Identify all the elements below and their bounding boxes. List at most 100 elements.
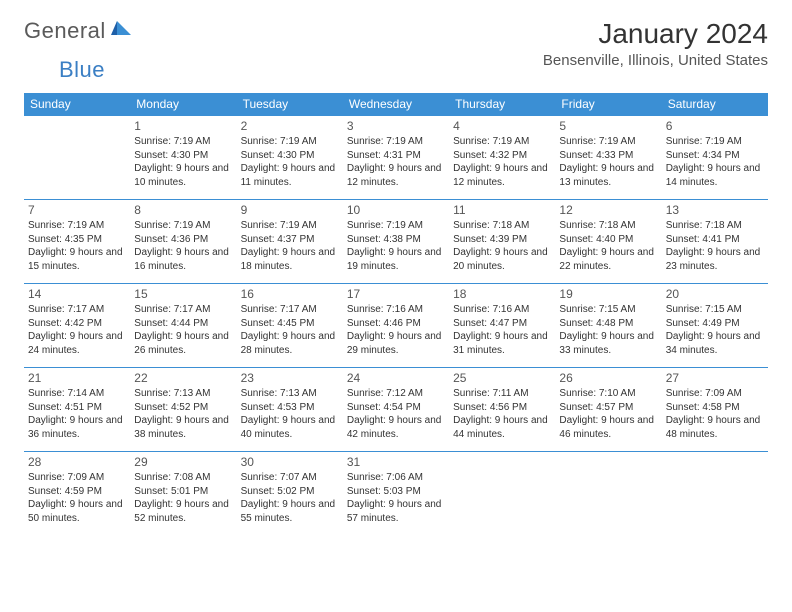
calendar-cell: 17Sunrise: 7:16 AMSunset: 4:46 PMDayligh… xyxy=(343,284,449,368)
calendar-cell: 30 Sunrise: 7:07 AMSunset: 5:02 PMDayligh… xyxy=(237,452,343,536)
day-number: 10 xyxy=(347,203,445,217)
day-header-row: SundayMondayTuesdayWednesdayThursdayFrid… xyxy=(24,93,768,116)
calendar-cell: 9 Sunrise: 7:19 AMSunset: 4:37 PMDaylight… xyxy=(237,200,343,284)
day-info: Sunrise: 7:18 AMSunset: 4:40 PMDaylight:… xyxy=(559,219,657,273)
calendar-cell: 7 Sunrise: 7:19 AMSunset: 4:35 PMDaylight… xyxy=(24,200,130,284)
calendar-cell: 11 Sunrise: 7:18 AMSunset: 4:39 PMDayligh… xyxy=(449,200,555,284)
calendar-cell: 2 Sunrise: 7:19 AMSunset: 4:30 PMDaylight… xyxy=(237,116,343,200)
calendar-cell: 14 Sunrise: 7:17 AMSunset: 4:42 PMDayligh… xyxy=(24,284,130,368)
calendar-cell: 29 Sunrise: 7:08 AMSunset: 5:01 PMDayligh… xyxy=(130,452,236,536)
day-info: Sunrise: 7:16 AMSunset: 4:47 PMDaylight:… xyxy=(453,303,551,357)
calendar-cell: 18Sunrise: 7:16 AMSunset: 4:47 PMDayligh… xyxy=(449,284,555,368)
day-info: Sunrise: 7:10 AMSunset: 4:57 PMDaylight:… xyxy=(559,387,657,441)
day-info: Sunrise: 7:06 AMSunset: 5:03 PMDaylight:… xyxy=(347,471,445,525)
day-info: Sunrise: 7:11 AMSunset: 4:56 PMDaylight:… xyxy=(453,387,551,441)
day-info: Sunrise: 7:19 AMSunset: 4:37 PMDaylight:… xyxy=(241,219,339,273)
day-header-thursday: Thursday xyxy=(449,93,555,116)
day-info: Sunrise: 7:19 AMSunset: 4:30 PMDaylight:… xyxy=(134,135,232,189)
day-info: Sunrise: 7:09 AMSunset: 4:58 PMDaylight:… xyxy=(666,387,764,441)
logo-text-1: General xyxy=(24,18,106,44)
day-info: Sunrise: 7:18 AMSunset: 4:41 PMDaylight:… xyxy=(666,219,764,273)
day-header-tuesday: Tuesday xyxy=(237,93,343,116)
location: Bensenville, Illinois, United States xyxy=(543,52,768,69)
day-number: 31 xyxy=(347,455,445,469)
day-info: Sunrise: 7:13 AMSunset: 4:53 PMDaylight:… xyxy=(241,387,339,441)
day-info: Sunrise: 7:14 AMSunset: 4:51 PMDaylight:… xyxy=(28,387,126,441)
day-info: Sunrise: 7:19 AMSunset: 4:31 PMDaylight:… xyxy=(347,135,445,189)
day-number: 14 xyxy=(28,287,126,301)
calendar-table: SundayMondayTuesdayWednesdayThursdayFrid… xyxy=(24,93,768,536)
calendar-cell: 28 Sunrise: 7:09 AMSunset: 4:59 PMDayligh… xyxy=(24,452,130,536)
calendar-row: 7 Sunrise: 7:19 AMSunset: 4:35 PMDaylight… xyxy=(24,200,768,284)
day-info: Sunrise: 7:15 AMSunset: 4:49 PMDaylight:… xyxy=(666,303,764,357)
day-number: 29 xyxy=(134,455,232,469)
title-block: January 2024 Bensenville, Illinois, Unit… xyxy=(543,18,768,77)
calendar-cell: 12 Sunrise: 7:18 AMSunset: 4:40 PMDayligh… xyxy=(555,200,661,284)
day-info: Sunrise: 7:07 AMSunset: 5:02 PMDaylight:… xyxy=(241,471,339,525)
day-info: Sunrise: 7:08 AMSunset: 5:01 PMDaylight:… xyxy=(134,471,232,525)
calendar-cell: 20Sunrise: 7:15 AMSunset: 4:49 PMDayligh… xyxy=(662,284,768,368)
day-number: 30 xyxy=(241,455,339,469)
calendar-cell: 24Sunrise: 7:12 AMSunset: 4:54 PMDayligh… xyxy=(343,368,449,452)
day-number: 16 xyxy=(241,287,339,301)
day-info: Sunrise: 7:19 AMSunset: 4:32 PMDaylight:… xyxy=(453,135,551,189)
day-number: 7 xyxy=(28,203,126,217)
calendar-cell: 26 Sunrise: 7:10 AMSunset: 4:57 PMDayligh… xyxy=(555,368,661,452)
day-number: 5 xyxy=(559,119,657,133)
day-number: 19 xyxy=(559,287,657,301)
calendar-cell: 16Sunrise: 7:17 AMSunset: 4:45 PMDayligh… xyxy=(237,284,343,368)
day-number: 23 xyxy=(241,371,339,385)
day-number: 12 xyxy=(559,203,657,217)
day-number: 25 xyxy=(453,371,551,385)
day-number: 8 xyxy=(134,203,232,217)
day-number: 21 xyxy=(28,371,126,385)
day-info: Sunrise: 7:19 AMSunset: 4:33 PMDaylight:… xyxy=(559,135,657,189)
calendar-cell: 4Sunrise: 7:19 AMSunset: 4:32 PMDaylight… xyxy=(449,116,555,200)
day-number: 26 xyxy=(559,371,657,385)
calendar-row: 1 Sunrise: 7:19 AMSunset: 4:30 PMDaylight… xyxy=(24,116,768,200)
day-header-monday: Monday xyxy=(130,93,236,116)
day-number: 27 xyxy=(666,371,764,385)
day-info: Sunrise: 7:19 AMSunset: 4:35 PMDaylight:… xyxy=(28,219,126,273)
calendar-cell: 19 Sunrise: 7:15 AMSunset: 4:48 PMDayligh… xyxy=(555,284,661,368)
day-info: Sunrise: 7:13 AMSunset: 4:52 PMDaylight:… xyxy=(134,387,232,441)
calendar-cell-empty xyxy=(449,452,555,536)
day-number: 6 xyxy=(666,119,764,133)
day-number: 15 xyxy=(134,287,232,301)
day-info: Sunrise: 7:19 AMSunset: 4:34 PMDaylight:… xyxy=(666,135,764,189)
day-info: Sunrise: 7:18 AMSunset: 4:39 PMDaylight:… xyxy=(453,219,551,273)
month-title: January 2024 xyxy=(543,18,768,50)
calendar-cell: 23 Sunrise: 7:13 AMSunset: 4:53 PMDayligh… xyxy=(237,368,343,452)
calendar-cell: 21 Sunrise: 7:14 AMSunset: 4:51 PMDayligh… xyxy=(24,368,130,452)
logo-text-2: Blue xyxy=(59,57,105,82)
calendar-cell-empty xyxy=(24,116,130,200)
day-info: Sunrise: 7:16 AMSunset: 4:46 PMDaylight:… xyxy=(347,303,445,357)
calendar-row: 14 Sunrise: 7:17 AMSunset: 4:42 PMDayligh… xyxy=(24,284,768,368)
day-info: Sunrise: 7:17 AMSunset: 4:44 PMDaylight:… xyxy=(134,303,232,357)
day-number: 28 xyxy=(28,455,126,469)
day-info: Sunrise: 7:19 AMSunset: 4:36 PMDaylight:… xyxy=(134,219,232,273)
day-number: 11 xyxy=(453,203,551,217)
calendar-cell: 6 Sunrise: 7:19 AMSunset: 4:34 PMDaylight… xyxy=(662,116,768,200)
day-header-saturday: Saturday xyxy=(662,93,768,116)
day-number: 1 xyxy=(134,119,232,133)
calendar-cell: 31 Sunrise: 7:06 AMSunset: 5:03 PMDayligh… xyxy=(343,452,449,536)
calendar-cell: 25 Sunrise: 7:11 AMSunset: 4:56 PMDayligh… xyxy=(449,368,555,452)
calendar-cell-empty xyxy=(555,452,661,536)
calendar-cell: 5 Sunrise: 7:19 AMSunset: 4:33 PMDaylight… xyxy=(555,116,661,200)
calendar-cell: 27 Sunrise: 7:09 AMSunset: 4:58 PMDayligh… xyxy=(662,368,768,452)
calendar-cell: 13 Sunrise: 7:18 AMSunset: 4:41 PMDayligh… xyxy=(662,200,768,284)
day-number: 13 xyxy=(666,203,764,217)
day-info: Sunrise: 7:15 AMSunset: 4:48 PMDaylight:… xyxy=(559,303,657,357)
day-number: 2 xyxy=(241,119,339,133)
calendar-cell-empty xyxy=(662,452,768,536)
day-info: Sunrise: 7:17 AMSunset: 4:42 PMDaylight:… xyxy=(28,303,126,357)
day-number: 9 xyxy=(241,203,339,217)
day-info: Sunrise: 7:09 AMSunset: 4:59 PMDaylight:… xyxy=(28,471,126,525)
calendar-row: 28 Sunrise: 7:09 AMSunset: 4:59 PMDayligh… xyxy=(24,452,768,536)
calendar-row: 21 Sunrise: 7:14 AMSunset: 4:51 PMDayligh… xyxy=(24,368,768,452)
day-info: Sunrise: 7:19 AMSunset: 4:30 PMDaylight:… xyxy=(241,135,339,189)
calendar-cell: 22Sunrise: 7:13 AMSunset: 4:52 PMDayligh… xyxy=(130,368,236,452)
day-info: Sunrise: 7:19 AMSunset: 4:38 PMDaylight:… xyxy=(347,219,445,273)
day-header-sunday: Sunday xyxy=(24,93,130,116)
